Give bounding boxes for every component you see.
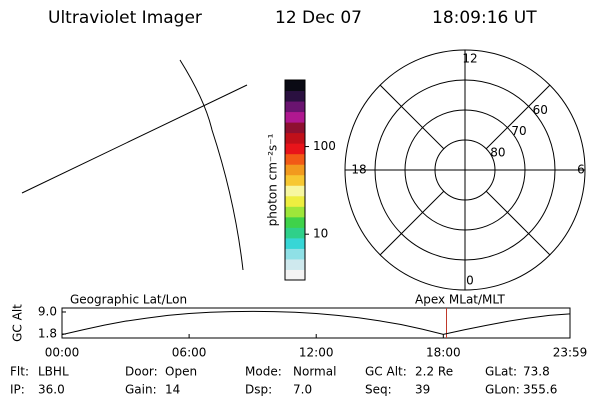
lat-label: 70: [511, 124, 526, 138]
lat-label: 80: [490, 145, 505, 159]
plot-frame: [61, 307, 571, 339]
color-band: [285, 206, 305, 218]
info-value: 73.8: [523, 365, 550, 379]
info-value: LBHL: [38, 365, 69, 379]
annotation: Apex MLat/MLT: [415, 293, 505, 307]
color-band: [285, 164, 305, 176]
x-tick-label: 06:00: [172, 346, 207, 360]
lat-label: 60: [533, 103, 548, 117]
altitude-line: [61, 310, 571, 336]
info-label: Gain:: [125, 383, 157, 397]
color-band: [285, 216, 305, 228]
info-label: Dsp:: [245, 383, 272, 397]
annotation: Geographic Lat/Lon: [70, 293, 187, 307]
info-label: IP:: [10, 383, 25, 397]
info-value: 2.2 Re: [415, 365, 453, 379]
color-band: [285, 90, 305, 102]
color-band: [285, 269, 305, 281]
color-band: [285, 185, 305, 197]
polar-diagonal: [485, 84, 551, 150]
title: Ultraviolet Imager: [48, 8, 202, 28]
y-tick-label: 1.8: [38, 327, 57, 341]
info-label: GLat:: [485, 365, 517, 379]
polar-diagonal: [485, 190, 551, 256]
info-label: Seq:: [365, 383, 392, 397]
info-value: 39: [415, 383, 430, 397]
y-tick-label: 9.0: [38, 304, 57, 318]
color-band: [285, 132, 305, 144]
color-band: [285, 174, 305, 186]
color-band: [285, 227, 305, 239]
time: 18:09:16 UT: [432, 8, 537, 28]
color-band: [285, 153, 305, 165]
map-line: [21, 84, 248, 194]
x-tick-label: 18:00: [426, 346, 461, 360]
map: [21, 59, 248, 271]
colorbar-label: photon cm⁻²s⁻¹: [266, 133, 280, 226]
info-label: GC Alt:: [365, 365, 407, 379]
mlt-label: 18: [351, 163, 366, 177]
color-band: [285, 258, 305, 270]
polar-diagonal: [379, 190, 445, 256]
tick-label: 100: [313, 139, 336, 153]
date: 12 Dec 07: [275, 8, 362, 28]
info-label: Door:: [125, 365, 158, 379]
info-label: Flt:: [10, 365, 29, 379]
info-value: Normal: [293, 365, 336, 379]
tick-label: 10: [313, 227, 328, 241]
color-band: [285, 248, 305, 260]
info-label: GLon:: [485, 383, 520, 397]
mlt-label: 6: [577, 163, 585, 177]
polar-diagonal: [379, 84, 445, 150]
info-value: 36.0: [38, 383, 65, 397]
colorbar-frame: [284, 79, 306, 281]
color-band: [285, 237, 305, 249]
info-value: 14: [165, 383, 180, 397]
map-curve: [179, 59, 244, 271]
info-value: 7.0: [293, 383, 312, 397]
color-band: [285, 80, 305, 92]
color-band: [285, 111, 305, 123]
mlt-label: 0: [466, 274, 474, 288]
color-band: [285, 195, 305, 207]
color-band: [285, 143, 305, 155]
color-band: [285, 122, 305, 134]
x-tick-label: 23:59: [553, 346, 588, 360]
info-value: 355.6: [523, 383, 557, 397]
info-value: Open: [165, 365, 197, 379]
y-axis-label: GC Alt: [11, 304, 25, 342]
color-band: [285, 101, 305, 113]
x-tick-label: 12:00: [299, 346, 334, 360]
mlt-label: 12: [462, 52, 477, 66]
info-label: Mode:: [245, 365, 282, 379]
x-tick-label: 00:00: [45, 346, 80, 360]
